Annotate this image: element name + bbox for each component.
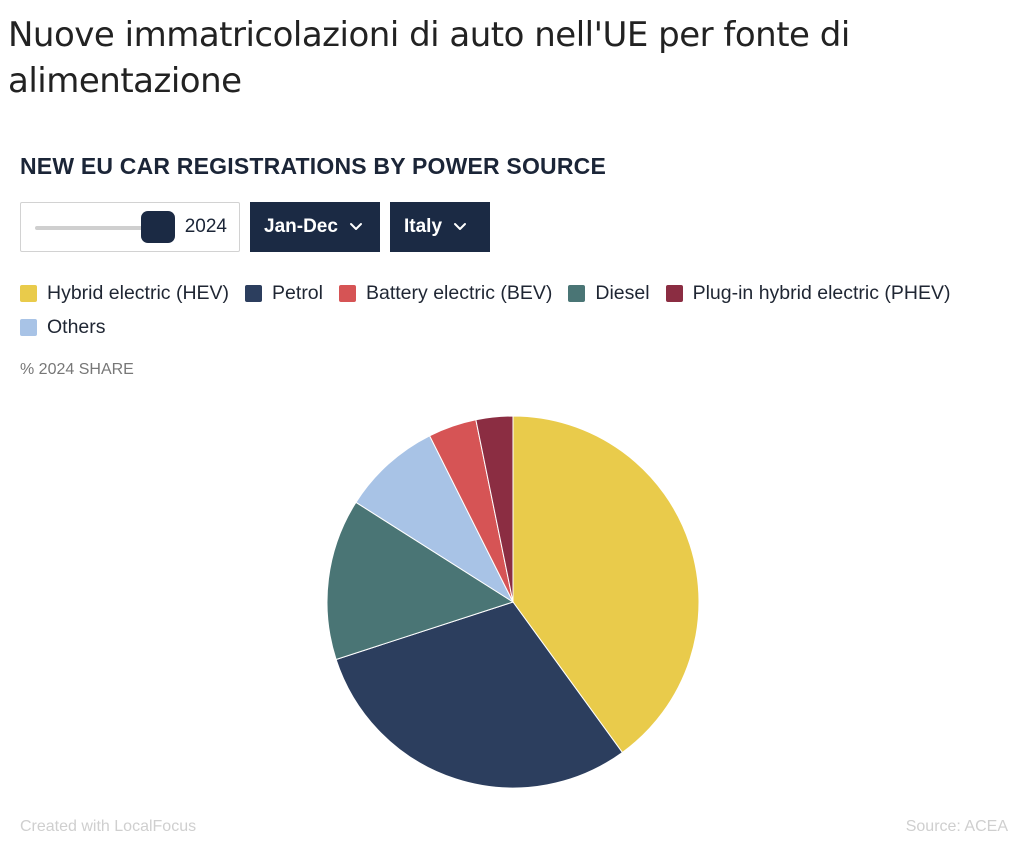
- legend-swatch: [20, 284, 37, 302]
- created-with-credit[interactable]: Created with LocalFocus: [20, 818, 197, 835]
- pie-slice-others[interactable]: [355, 435, 515, 604]
- legend-swatch: [665, 284, 683, 302]
- legend-swatch: [568, 284, 586, 302]
- chart-legend: Hybrid electric (HEV) Petrol Battery elect…: [20, 282, 1010, 338]
- legend-label: Diesel: [595, 281, 650, 304]
- legend-item[interactable]: Others: [20, 316, 106, 338]
- page-title: Nuove immatricolazioni di auto nell'UE p…: [8, 15, 850, 101]
- country-dropdown-label: Italy: [404, 216, 443, 237]
- legend-label: Others: [47, 315, 106, 338]
- source-credit: Source: ACEA: [905, 818, 1008, 835]
- legend-label: Battery electric (BEV): [366, 281, 553, 304]
- legend-label: Plug-in hybrid electric (PHEV): [692, 281, 951, 304]
- legend-item[interactable]: Diesel: [568, 281, 650, 304]
- slider-track[interactable]: [35, 226, 167, 230]
- pie-slice-hybrid-electric-hev[interactable]: [512, 415, 700, 754]
- legend-swatch: [20, 318, 37, 336]
- legend-swatch: [245, 284, 263, 302]
- slider-handle[interactable]: [141, 211, 175, 243]
- chevron-down-icon: [454, 223, 467, 230]
- legend-item[interactable]: Battery electric (BEV): [339, 282, 552, 304]
- chart-heading: NEW EU CAR REGISTRATIONS BY POWER SOURCE: [20, 153, 607, 179]
- period-dropdown[interactable]: Jan-Dec: [250, 202, 380, 252]
- legend-label: Petrol: [272, 281, 323, 304]
- pie-slice-petrol[interactable]: [335, 601, 624, 789]
- pie-slice-plug-in-hybrid-electric-phev[interactable]: [475, 415, 514, 603]
- pie-slice-diesel[interactable]: [326, 501, 515, 661]
- legend-item[interactable]: Hybrid electric (HEV): [20, 282, 229, 304]
- period-dropdown-label: Jan-Dec: [264, 216, 338, 237]
- chevron-down-icon: [349, 223, 362, 230]
- slider-value: 2024: [184, 216, 227, 237]
- year-slider[interactable]: 2024: [20, 202, 240, 252]
- country-dropdown[interactable]: Italy: [390, 202, 490, 252]
- chart-controls: 2024 Jan-Dec Italy: [20, 202, 490, 252]
- legend-label: Hybrid electric (HEV): [47, 281, 230, 304]
- share-label: % 2024 SHARE: [20, 361, 134, 378]
- legend-item[interactable]: Petrol: [245, 282, 323, 304]
- legend-swatch: [339, 284, 356, 302]
- legend-item[interactable]: Plug-in hybrid electric (PHEV): [665, 281, 951, 304]
